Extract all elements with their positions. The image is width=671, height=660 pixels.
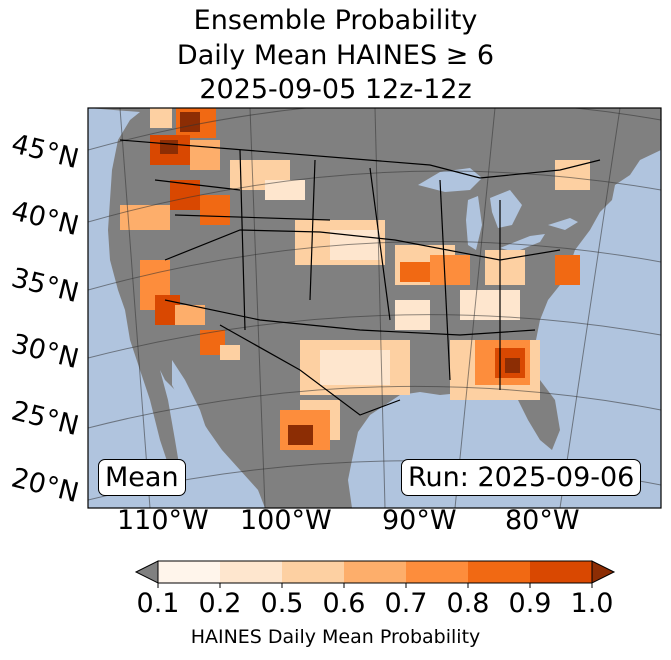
- colorbar-tick-label: 0.6: [322, 588, 366, 619]
- colorbar-tick-label: 0.5: [260, 588, 304, 619]
- longitude-label: 90°W: [382, 505, 457, 536]
- colorbar-tick-label: 0.9: [508, 588, 552, 619]
- map-title-line-1: Ensemble Probability: [193, 5, 478, 36]
- lake-michigan: [466, 196, 482, 250]
- map-title-line-3: 2025-09-05 12z-12z: [199, 74, 472, 105]
- colorbar-cell: [220, 561, 283, 583]
- colorbar-label: HAINES Daily Mean Probability: [190, 626, 481, 648]
- map-title-line-2: Daily Mean HAINES ≥ 6: [176, 40, 495, 71]
- colorbar-cell: [282, 561, 345, 583]
- run-date-label: Run: 2025-09-06: [401, 459, 642, 496]
- longitude-label: 100°W: [240, 505, 332, 536]
- probability-field: [120, 108, 590, 450]
- statistic-label: Mean: [98, 459, 186, 496]
- colorbar-under-arrow: [134, 560, 159, 584]
- lake-huron: [490, 190, 522, 228]
- political-borders: [119, 139, 601, 416]
- colorbar-cell: [530, 561, 593, 583]
- colorbar-tick-label: 0.1: [136, 588, 180, 619]
- colorbar-over-arrow: [591, 560, 616, 584]
- lake-erie: [500, 234, 545, 252]
- colorbar-cell: [406, 561, 469, 583]
- gulf-of-california: [172, 360, 210, 440]
- colorbar-cell: [468, 561, 531, 583]
- colorbar-tick-label: 0.7: [384, 588, 428, 619]
- colorbar-cell: [344, 561, 407, 583]
- colorbar-tick-label: 0.2: [198, 588, 242, 619]
- longitude-label: 80°W: [505, 505, 580, 536]
- colorbar-cell: [158, 561, 221, 583]
- longitude-label: 110°W: [117, 505, 209, 536]
- colorbar-tick-label: 1.0: [570, 588, 614, 619]
- probability-map: [87, 107, 662, 509]
- colorbar-tick-label: 0.8: [446, 588, 490, 619]
- lake-ontario: [548, 218, 578, 230]
